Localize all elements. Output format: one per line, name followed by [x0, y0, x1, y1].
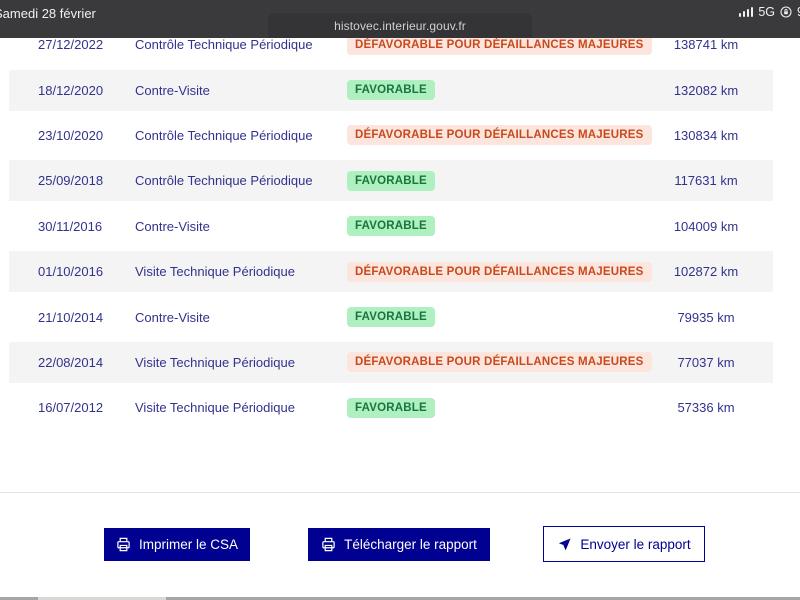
inspection-date-cell: 01/10/2016 [38, 264, 104, 280]
odometer-cell: 79935 km [677, 309, 735, 325]
send-icon [559, 537, 571, 550]
result-badge: DÉFAVORABLE POUR DÉFAILLANCES MAJEURES [347, 261, 652, 282]
bottom-edge-bar [0, 597, 800, 600]
inspection-date-cell: 23/10/2020 [38, 127, 104, 143]
result-badge: DÉFAVORABLE POUR DÉFAILLANCES MAJEURES [347, 125, 652, 146]
result-badge: DÉFAVORABLE POUR DÉFAILLANCES MAJEURES [347, 34, 652, 55]
status-indicators: 5G 9 [738, 5, 800, 19]
inspection-type-cell: Contrôle Technique Périodique [135, 173, 313, 189]
odometer-cell: 77037 km [677, 354, 735, 370]
inspection-result-cell: DÉFAVORABLE POUR DÉFAILLANCES MAJEURES [347, 352, 652, 373]
inspection-type-cell: Contrôle Technique Périodique [135, 37, 313, 53]
inspection-result-cell: FAVORABLE [347, 216, 647, 237]
status-bar: Samedi 28 février 5G 9 histovec.interieu… [0, 0, 800, 38]
result-badge: FAVORABLE [347, 80, 435, 101]
inspection-type-cell: Visite Technique Périodique [135, 400, 295, 416]
printer-icon [117, 537, 130, 552]
result-badge: DÉFAVORABLE POUR DÉFAILLANCES MAJEURES [347, 352, 652, 373]
inspection-result-cell: FAVORABLE [347, 80, 647, 101]
table-row: 16/07/2012 Visite Technique Périodique F… [9, 385, 773, 430]
table-row: 25/09/2018 Contrôle Technique Périodique… [9, 158, 773, 204]
table-row: 01/10/2016 Visite Technique Périodique D… [9, 248, 773, 295]
download-report-label: Télécharger le rapport [344, 537, 477, 552]
orientation-lock-icon [780, 6, 792, 18]
result-badge: FAVORABLE [347, 307, 435, 328]
inspection-result-cell: DÉFAVORABLE POUR DÉFAILLANCES MAJEURES [347, 125, 652, 146]
inspection-result-cell: FAVORABLE [347, 170, 647, 191]
odometer-cell: 104009 km [673, 218, 739, 234]
printer-icon [322, 537, 335, 552]
table-row: 22/08/2014 Visite Technique Périodique D… [9, 339, 773, 386]
inspection-result-cell: FAVORABLE [347, 307, 647, 328]
address-bar-url: histovec.interieur.gouv.fr [334, 18, 466, 33]
inspection-date-cell: 16/07/2012 [38, 400, 104, 416]
cellular-signal-icon [738, 7, 754, 17]
inspection-type-cell: Contre-Visite [135, 309, 210, 325]
table-row: 21/10/2014 Contre-Visite FAVORABLE 79935… [9, 294, 773, 339]
inspection-result-cell: FAVORABLE [347, 397, 647, 418]
table-row: 18/12/2020 Contre-Visite FAVORABLE 13208… [9, 67, 773, 113]
status-date: Samedi 28 février [0, 6, 96, 21]
send-report-button[interactable]: Envoyer le rapport [543, 526, 705, 562]
odometer-cell: 138741 km [673, 37, 739, 53]
odometer-cell: 117631 km [674, 173, 738, 189]
print-csa-label: Imprimer le CSA [138, 537, 238, 552]
inspection-date-cell: 30/11/2016 [38, 218, 103, 234]
inspection-date-cell: 21/10/2014 [38, 309, 104, 325]
inspection-type-cell: Contrôle Technique Périodique [135, 127, 313, 143]
inspection-result-cell: DÉFAVORABLE POUR DÉFAILLANCES MAJEURES [347, 261, 652, 282]
inspection-date-cell: 25/09/2018 [38, 173, 104, 189]
inspection-history-table: 27/12/2022 Contrôle Technique Périodique… [9, 22, 773, 431]
print-csa-button[interactable]: Imprimer le CSA [104, 528, 250, 561]
inspection-type-cell: Visite Technique Périodique [135, 264, 295, 280]
table-row: 30/11/2016 Contre-Visite FAVORABLE 10400… [9, 204, 773, 249]
inspection-type-cell: Contre-Visite [135, 82, 210, 98]
address-bar[interactable]: histovec.interieur.gouv.fr [268, 13, 532, 38]
bottom-edge-segment [38, 597, 166, 600]
table-row: 23/10/2020 Contrôle Technique Périodique… [9, 113, 773, 158]
network-type-label: 5G [758, 5, 776, 19]
inspection-result-cell: DÉFAVORABLE POUR DÉFAILLANCES MAJEURES [347, 34, 652, 55]
inspection-type-cell: Contre-Visite [135, 218, 210, 234]
odometer-cell: 102872 km [673, 264, 739, 280]
inspection-date-cell: 27/12/2022 [38, 37, 104, 53]
battery-percent-label: 9 [797, 5, 800, 19]
inspection-date-cell: 22/08/2014 [38, 354, 104, 370]
footer-divider [0, 492, 800, 493]
inspection-type-cell: Visite Technique Périodique [135, 354, 295, 370]
inspection-date-cell: 18/12/2020 [38, 82, 104, 98]
result-badge: FAVORABLE [347, 170, 435, 191]
odometer-cell: 130834 km [673, 127, 739, 143]
result-badge: FAVORABLE [347, 397, 435, 418]
result-badge: FAVORABLE [347, 216, 435, 237]
table-row: 27/12/2022 Contrôle Technique Périodique… [9, 22, 773, 67]
download-report-button[interactable]: Télécharger le rapport [308, 528, 490, 561]
odometer-cell: 132082 km [673, 82, 739, 98]
send-report-label: Envoyer le rapport [580, 536, 691, 552]
odometer-cell: 57336 km [677, 400, 735, 416]
